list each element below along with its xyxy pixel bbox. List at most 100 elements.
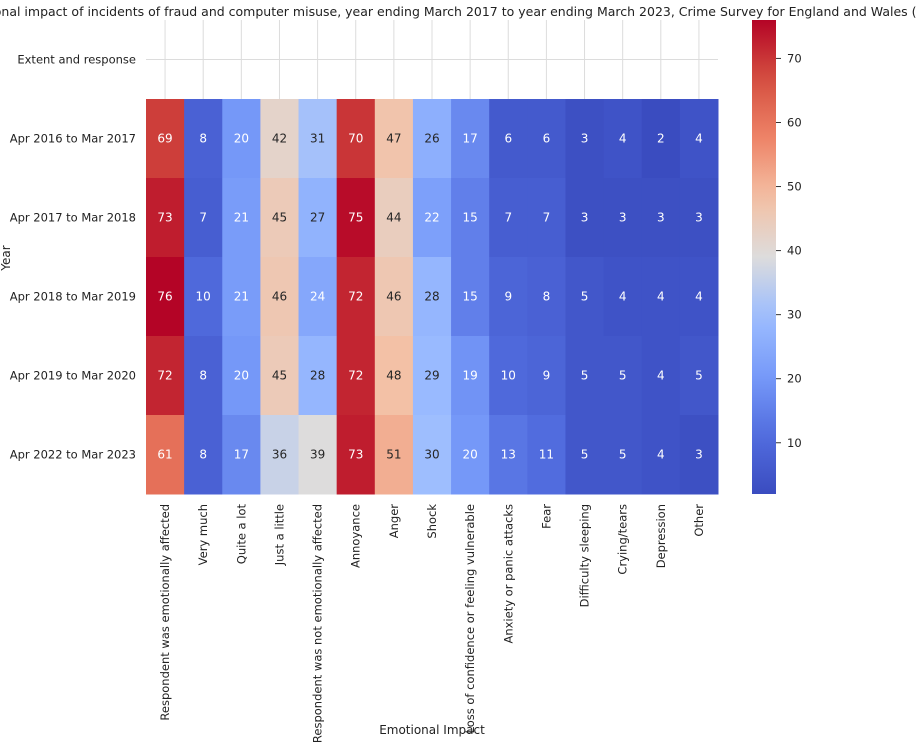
cell-value-label: 3 [581, 211, 589, 225]
cell-value-label: 8 [199, 448, 207, 462]
cell-value-label: 61 [157, 448, 172, 462]
heatmap-cell [260, 178, 300, 258]
cell-value-label: 5 [619, 369, 627, 383]
cell-value-label: 4 [695, 290, 703, 304]
heatmap-cell [412, 99, 452, 179]
x-tick-label: Respondent was emotionally affected [158, 504, 172, 721]
heatmap-cell [679, 257, 719, 337]
heatmap-cell [298, 415, 338, 495]
heatmap-cell [222, 336, 261, 416]
heatmap-cell [146, 415, 185, 495]
heatmap-cell [260, 415, 300, 495]
colorbar-tick-label: 40 [787, 244, 802, 258]
heatmap-cell [603, 99, 643, 179]
cell-value-label: 75 [348, 211, 363, 225]
heatmap-cell [146, 178, 185, 258]
heatmap-cell [527, 257, 566, 337]
heatmap-cell [374, 336, 414, 416]
cell-value-label: 24 [310, 290, 325, 304]
x-tick-label: Anxiety or panic attacks [501, 504, 515, 644]
chart-title: Emotional impact of incidents of fraud a… [0, 4, 917, 19]
cell-value-label: 4 [695, 132, 703, 146]
colorbar-tick-label: 10 [787, 436, 802, 450]
x-tick-label: Fear [539, 504, 553, 529]
heatmap-cell [603, 257, 643, 337]
cell-value-label: 39 [310, 448, 325, 462]
cell-value-label: 51 [386, 448, 401, 462]
heatmap-cell [184, 257, 223, 337]
heatmap-cell [565, 257, 605, 337]
heatmap-cell [641, 257, 681, 337]
cell-value-label: 10 [196, 290, 211, 304]
heatmap-cell [527, 99, 566, 179]
heatmap-cell [184, 415, 223, 495]
heatmap-cell [527, 415, 566, 495]
cell-value-label: 17 [462, 132, 477, 146]
cell-value-label: 4 [657, 290, 665, 304]
cell-value-label: 15 [462, 290, 477, 304]
cell-value-label: 20 [234, 132, 249, 146]
heatmap-cell [565, 336, 605, 416]
heatmap-cell [679, 415, 719, 495]
cell-value-label: 20 [234, 369, 249, 383]
colorbar-ticks: 10 20 30 40 50 60 70 [776, 51, 802, 450]
heatmap-cell [298, 336, 338, 416]
cell-value-label: 6 [504, 132, 512, 146]
cell-value-label: 15 [462, 211, 477, 225]
heatmap-cell [641, 99, 681, 179]
cell-value-label: 45 [272, 211, 287, 225]
cell-value-label: 11 [539, 448, 554, 462]
heatmap-cell [489, 178, 528, 258]
y-tick-label: Apr 2018 to Mar 2019 [10, 290, 136, 304]
cell-value-label: 47 [386, 132, 401, 146]
heatmap-cell [184, 336, 223, 416]
x-tick-label: Just a little [272, 504, 286, 566]
heatmap-cell [298, 99, 338, 179]
heatmap-cell [451, 99, 490, 179]
cell-value-label: 73 [157, 211, 172, 225]
cell-value-label: 4 [657, 369, 665, 383]
cell-value-label: 6 [543, 132, 551, 146]
x-axis-label: Emotional Impact [379, 723, 485, 737]
heatmap-cell [451, 257, 490, 337]
heatmap-cell [489, 336, 528, 416]
cell-value-label: 5 [695, 369, 703, 383]
heatmap-cell [527, 336, 566, 416]
heatmap-cell [641, 178, 681, 258]
heatmap-cell [679, 99, 719, 179]
heatmap-cell [222, 257, 261, 337]
y-axis-label: Year [0, 245, 13, 271]
colorbar-tick-label: 50 [787, 180, 802, 194]
x-tick-label: Very much [196, 504, 210, 565]
colorbar-tick-label: 20 [787, 372, 802, 386]
cell-value-label: 72 [348, 369, 363, 383]
heatmap-cell [641, 415, 681, 495]
cell-value-label: 3 [695, 211, 703, 225]
cell-value-label: 48 [386, 369, 401, 383]
colorbar-tick-label: 60 [787, 115, 802, 129]
heatmap-cell [412, 178, 452, 258]
heatmap-cell [679, 178, 719, 258]
cell-value-label: 7 [504, 211, 512, 225]
heatmap-cell [222, 99, 261, 179]
heatmap-cell [146, 99, 185, 179]
heatmap-cell [412, 415, 452, 495]
colorbar-tick-label: 70 [787, 51, 802, 65]
cell-value-label: 3 [695, 448, 703, 462]
heatmap-cell [298, 178, 338, 258]
heatmap-cell [336, 178, 376, 258]
colorbar-tick-label: 30 [787, 308, 802, 322]
cell-value-label: 44 [386, 211, 401, 225]
cell-value-label: 73 [348, 448, 363, 462]
cell-value-label: 19 [462, 369, 477, 383]
heatmap-cell [603, 415, 643, 495]
heatmap-cell [298, 257, 338, 337]
cell-value-label: 28 [424, 290, 439, 304]
heatmap-cell [374, 257, 414, 337]
cell-value-label: 46 [272, 290, 287, 304]
x-tick-label: Annoyance [349, 504, 363, 568]
heatmap-cell [222, 415, 261, 495]
cell-value-label: 72 [157, 369, 172, 383]
heatmap-cell [184, 178, 223, 258]
cell-value-label: 42 [272, 132, 287, 146]
